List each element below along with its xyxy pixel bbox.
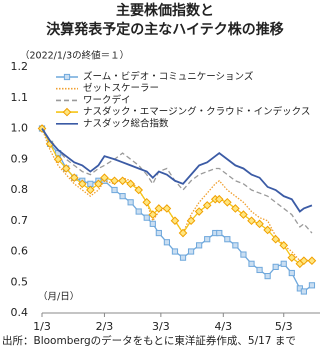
y-tick-label: 0.7 [11,214,29,227]
marker [154,204,164,213]
marker [126,179,135,189]
legend-marker [63,73,71,81]
y-tick-label: 0.5 [11,275,29,288]
marker [143,214,150,221]
marker [170,216,180,226]
x-tick-label: 5/3 [275,320,293,333]
x-tick-label: 4/3 [214,320,232,333]
marker [178,228,188,238]
marker [179,254,187,261]
marker [288,269,295,277]
marker [155,229,162,237]
marker [263,225,272,235]
y-tick-label: 1.2 [11,60,29,73]
y-tick-label: 1.0 [11,122,29,135]
marker [204,236,211,243]
marker [149,220,156,227]
marker [196,242,203,249]
marker [53,154,63,164]
series-line [41,128,312,265]
y-tick-label: 1.1 [11,91,29,104]
marker [287,253,297,262]
marker [77,179,87,189]
x-tick-label: 3/3 [152,320,170,333]
marker [87,180,94,187]
marker [280,260,287,267]
marker [86,185,95,195]
marker [264,273,271,280]
marker [255,219,264,229]
marker [299,256,309,266]
marker [216,229,223,237]
chart-title: 決算発表予定の主なハイテク株の推移 [46,21,283,38]
series-line [41,128,313,265]
marker [271,234,280,244]
marker [224,236,231,243]
marker [148,210,158,219]
marker [100,173,109,183]
legend-label: ナスダック・エマージング・クラウド・インデックス [83,106,310,118]
marker [231,204,240,213]
marker [111,186,118,194]
legend-label: ナスダック総合指数 [83,117,169,129]
chart-title: 主要株価指数と [116,2,214,19]
marker [186,216,196,226]
marker [135,208,142,215]
marker [239,210,248,219]
marker [223,197,232,207]
marker [162,204,172,213]
annotation: （2022/1/3の終値＝１） [20,50,129,62]
marker [272,263,279,270]
marker [247,216,256,226]
y-tick-label: 0.8 [11,183,29,196]
marker [163,239,170,246]
series-line [41,128,313,234]
marker [308,282,316,289]
marker [119,193,126,200]
y-tick-label: 0.4 [11,306,29,319]
legend-label: ズーム・ビデオ・コミュニケーションズ [83,71,254,83]
marker [134,185,144,195]
series-line [41,128,313,213]
y-tick-label: 0.6 [11,245,29,258]
marker [110,176,119,186]
marker [279,241,289,250]
series-line [41,128,313,293]
annotation: （月/日） [38,291,79,303]
legend-label: ワークデイ [83,94,131,106]
marker [61,164,71,173]
marker [127,199,134,206]
y-tick-label: 0.9 [11,152,29,165]
marker [256,266,263,274]
marker [171,248,179,255]
marker [187,248,195,255]
marker [142,197,152,207]
marker [118,176,127,186]
marker [232,242,239,249]
legend-marker [62,107,72,117]
marker [240,251,247,258]
marker [202,201,212,210]
marker [248,260,255,267]
legend-label: ゼットスケーラー [83,82,159,94]
marker [194,207,204,216]
marker [69,173,79,183]
source: 出所：Bloombergのデータをもとに東洋証券作成、5/17 まで [2,334,296,347]
marker [300,288,307,295]
x-tick-label: 1/3 [33,320,51,333]
marker [307,256,317,266]
marker [214,194,224,204]
x-tick-label: 2/3 [96,320,114,333]
marker [94,179,103,189]
